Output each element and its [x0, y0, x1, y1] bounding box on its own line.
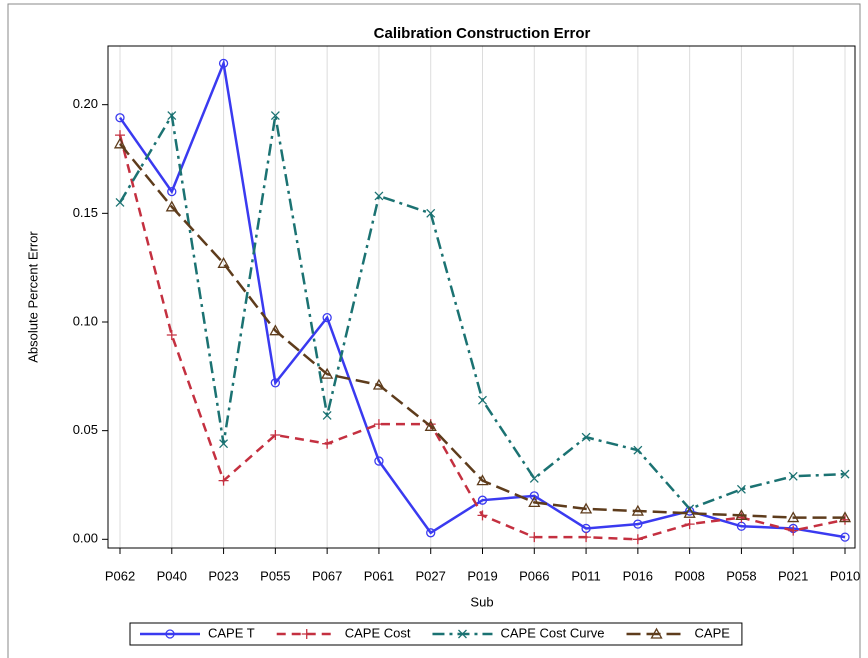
- marker: [579, 502, 593, 514]
- marker: [165, 200, 178, 212]
- legend: CAPE T CAPE Cost CAPE Cost Curve CAPE: [129, 622, 743, 646]
- marker: [632, 534, 643, 545]
- x-tick-label: P061: [364, 568, 394, 583]
- marker: [477, 495, 488, 505]
- marker: [373, 419, 384, 430]
- marker: [270, 429, 281, 440]
- marker: [321, 367, 334, 379]
- y-tick-label: 0.20: [73, 96, 98, 111]
- marker: [528, 496, 541, 508]
- marker: [683, 506, 696, 518]
- marker: [477, 510, 488, 521]
- marker: [581, 432, 591, 442]
- marker: [270, 111, 280, 121]
- marker: [650, 627, 663, 639]
- marker: [838, 511, 852, 523]
- x-tick-label: P055: [260, 568, 290, 583]
- marker: [167, 111, 177, 121]
- legend-label: CAPE Cost: [345, 625, 411, 640]
- marker: [581, 532, 592, 543]
- x-tick-label: P040: [157, 568, 187, 583]
- marker: [115, 113, 125, 123]
- x-axis-label: Sub: [470, 594, 493, 609]
- marker: [426, 208, 436, 218]
- chart-title: Calibration Construction Error: [374, 25, 591, 42]
- x-tick-label: P011: [571, 568, 600, 583]
- series-line: [119, 142, 845, 519]
- plot-frame: [107, 45, 856, 549]
- x-tick-label: P016: [623, 568, 653, 583]
- marker: [458, 629, 467, 639]
- x-tick-label: P019: [467, 568, 497, 583]
- marker: [735, 509, 748, 521]
- marker: [684, 519, 695, 530]
- marker: [478, 395, 487, 405]
- x-tick-label: P021: [778, 568, 808, 583]
- outer-frame: [7, 3, 861, 658]
- marker: [301, 629, 312, 639]
- legend-box: [129, 622, 743, 646]
- x-tick-label: P058: [726, 568, 756, 583]
- series-line: [118, 58, 846, 539]
- y-tick-label: 0.10: [73, 313, 98, 328]
- marker: [631, 504, 644, 516]
- marker: [166, 330, 177, 341]
- marker: [787, 511, 800, 523]
- marker: [788, 525, 799, 536]
- y-tick-label: 0.00: [73, 531, 98, 546]
- marker: [113, 137, 127, 149]
- marker: [115, 198, 125, 207]
- marker: [840, 469, 850, 479]
- y-tick-label: 0.05: [73, 422, 98, 437]
- marker: [529, 491, 539, 501]
- marker: [788, 471, 798, 481]
- marker: [424, 419, 437, 431]
- y-axis-label: Absolute Percent Error: [25, 231, 40, 363]
- y-tick-label: 0.15: [73, 205, 98, 220]
- x-tick-label: P066: [519, 568, 549, 583]
- x-tick-label: P062: [105, 568, 135, 583]
- marker: [374, 456, 384, 466]
- marker: [426, 528, 436, 538]
- marker: [476, 474, 489, 486]
- marker: [218, 58, 229, 69]
- legend-label: CAPE Cost Curve: [500, 625, 604, 640]
- marker: [167, 186, 177, 197]
- x-tick-label: P010: [830, 568, 860, 583]
- marker: [217, 256, 230, 268]
- x-tick-label: P067: [312, 568, 342, 583]
- x-tick-label: P008: [674, 568, 704, 583]
- marker: [322, 410, 332, 420]
- marker: [736, 484, 746, 494]
- marker: [322, 312, 332, 323]
- marker: [374, 191, 384, 201]
- marker: [219, 439, 229, 449]
- marker: [633, 445, 643, 455]
- marker: [529, 532, 540, 543]
- marker: [529, 473, 539, 483]
- x-tick-label: P023: [208, 568, 238, 583]
- marker: [270, 378, 281, 388]
- marker: [633, 519, 643, 529]
- marker: [165, 629, 175, 639]
- legend-label: CAPE T: [208, 625, 255, 640]
- x-tick-label: P027: [416, 568, 446, 583]
- marker: [372, 378, 386, 390]
- legend-label: CAPE: [695, 625, 731, 640]
- marker: [218, 475, 229, 486]
- marker: [269, 324, 282, 336]
- marker: [840, 532, 850, 542]
- marker: [322, 438, 333, 449]
